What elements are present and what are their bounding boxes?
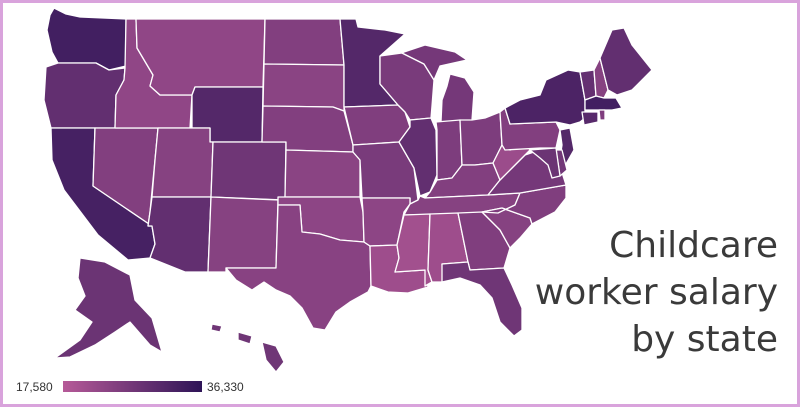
state-me xyxy=(599,27,653,96)
state-sd xyxy=(262,63,345,112)
title-line-1: Childcare xyxy=(609,225,778,266)
title-line-2: worker salary xyxy=(534,272,778,313)
state-ri xyxy=(598,109,606,121)
state-az xyxy=(147,196,212,273)
state-nm xyxy=(207,196,279,273)
title-line-3: by state xyxy=(631,319,778,360)
state-co xyxy=(210,141,287,201)
chart-title: Childcare worker salary by state xyxy=(535,222,778,363)
state-hi xyxy=(210,323,285,373)
state-fl xyxy=(441,261,523,337)
legend-max-label: 36,330 xyxy=(207,380,244,394)
state-nc xyxy=(481,184,567,225)
state-ny xyxy=(504,69,586,126)
state-or xyxy=(43,62,126,129)
state-nd xyxy=(263,18,345,66)
state-wa xyxy=(46,7,127,71)
state-ak xyxy=(54,257,163,359)
legend-color-scale xyxy=(63,381,202,392)
state-nh xyxy=(593,57,609,99)
state-mt xyxy=(135,18,266,96)
state-ct xyxy=(581,111,599,126)
state-il xyxy=(398,117,438,197)
legend-min-label: 17,580 xyxy=(16,380,53,394)
state-tx xyxy=(225,204,372,331)
state-ks xyxy=(284,149,361,198)
state-ma xyxy=(584,95,623,111)
state-md xyxy=(529,147,561,179)
state-ia xyxy=(343,104,411,146)
state-ut xyxy=(151,127,214,198)
